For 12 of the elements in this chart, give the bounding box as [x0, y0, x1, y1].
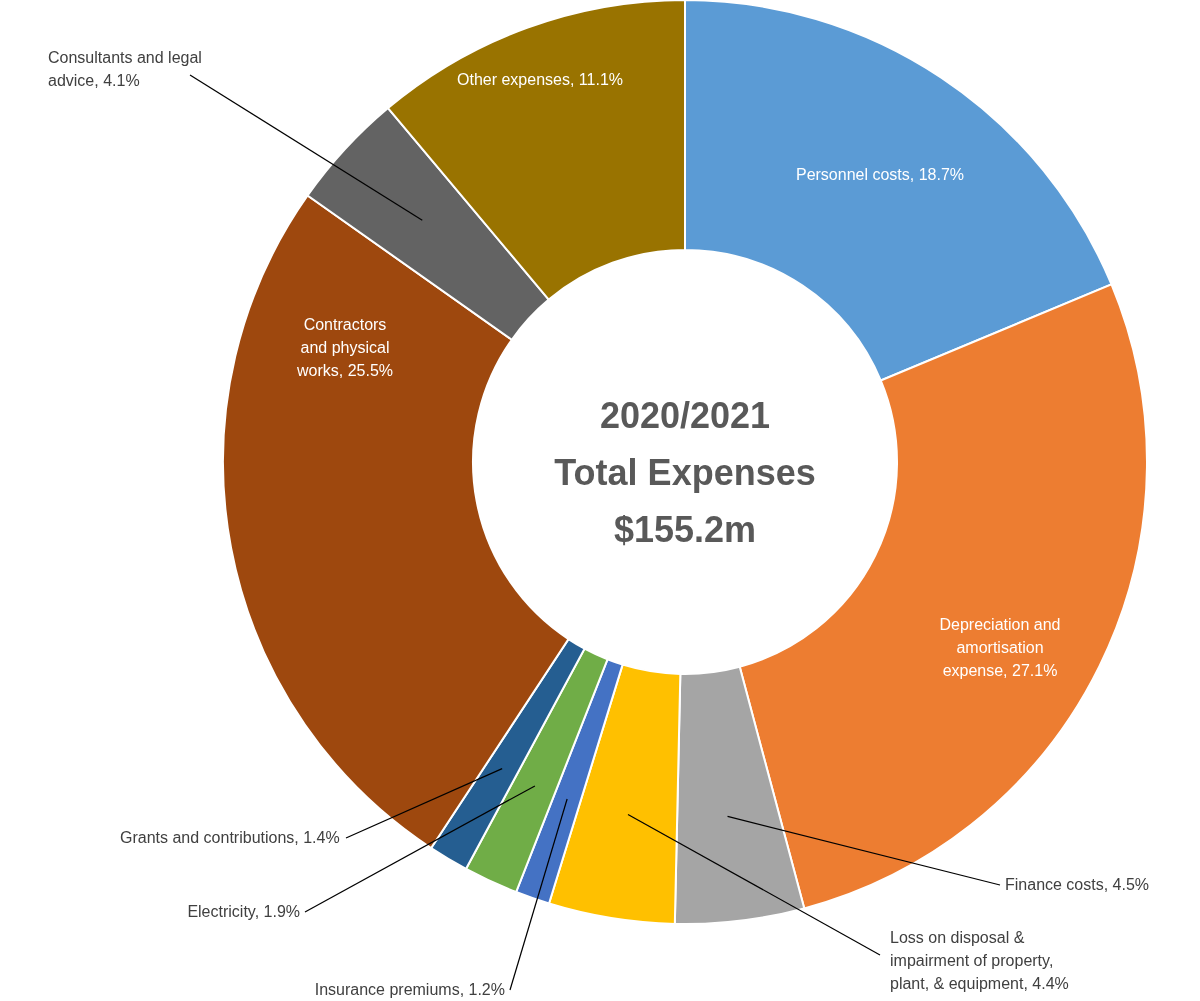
slice-label: Contractors and physical works, 25.5% — [295, 316, 394, 379]
slice-label: Grants and contributions, 1.4% — [120, 829, 340, 846]
text: 2020/2021 Total Expenses — [554, 395, 816, 493]
slice-label: Personnel costs, 18.7% — [795, 166, 965, 183]
slice-label: Depreciation and amortisation expense, 27.1% — [939, 616, 1061, 679]
slice-label: Consultants and legal advice, 4.1% — [48, 49, 202, 89]
slice-label: Loss on disposal & impairment of property, plant, & equipment, 4.4% — [890, 929, 1069, 992]
slice-label: Insurance premiums, 1.2% — [314, 981, 505, 998]
text: $155.2m — [613, 509, 757, 550]
slice-label: Other expenses, 11.1% — [456, 71, 624, 88]
slice-label: Finance costs, 4.5% — [1005, 876, 1150, 893]
slice-label: Electricity, 1.9% — [187, 903, 300, 920]
